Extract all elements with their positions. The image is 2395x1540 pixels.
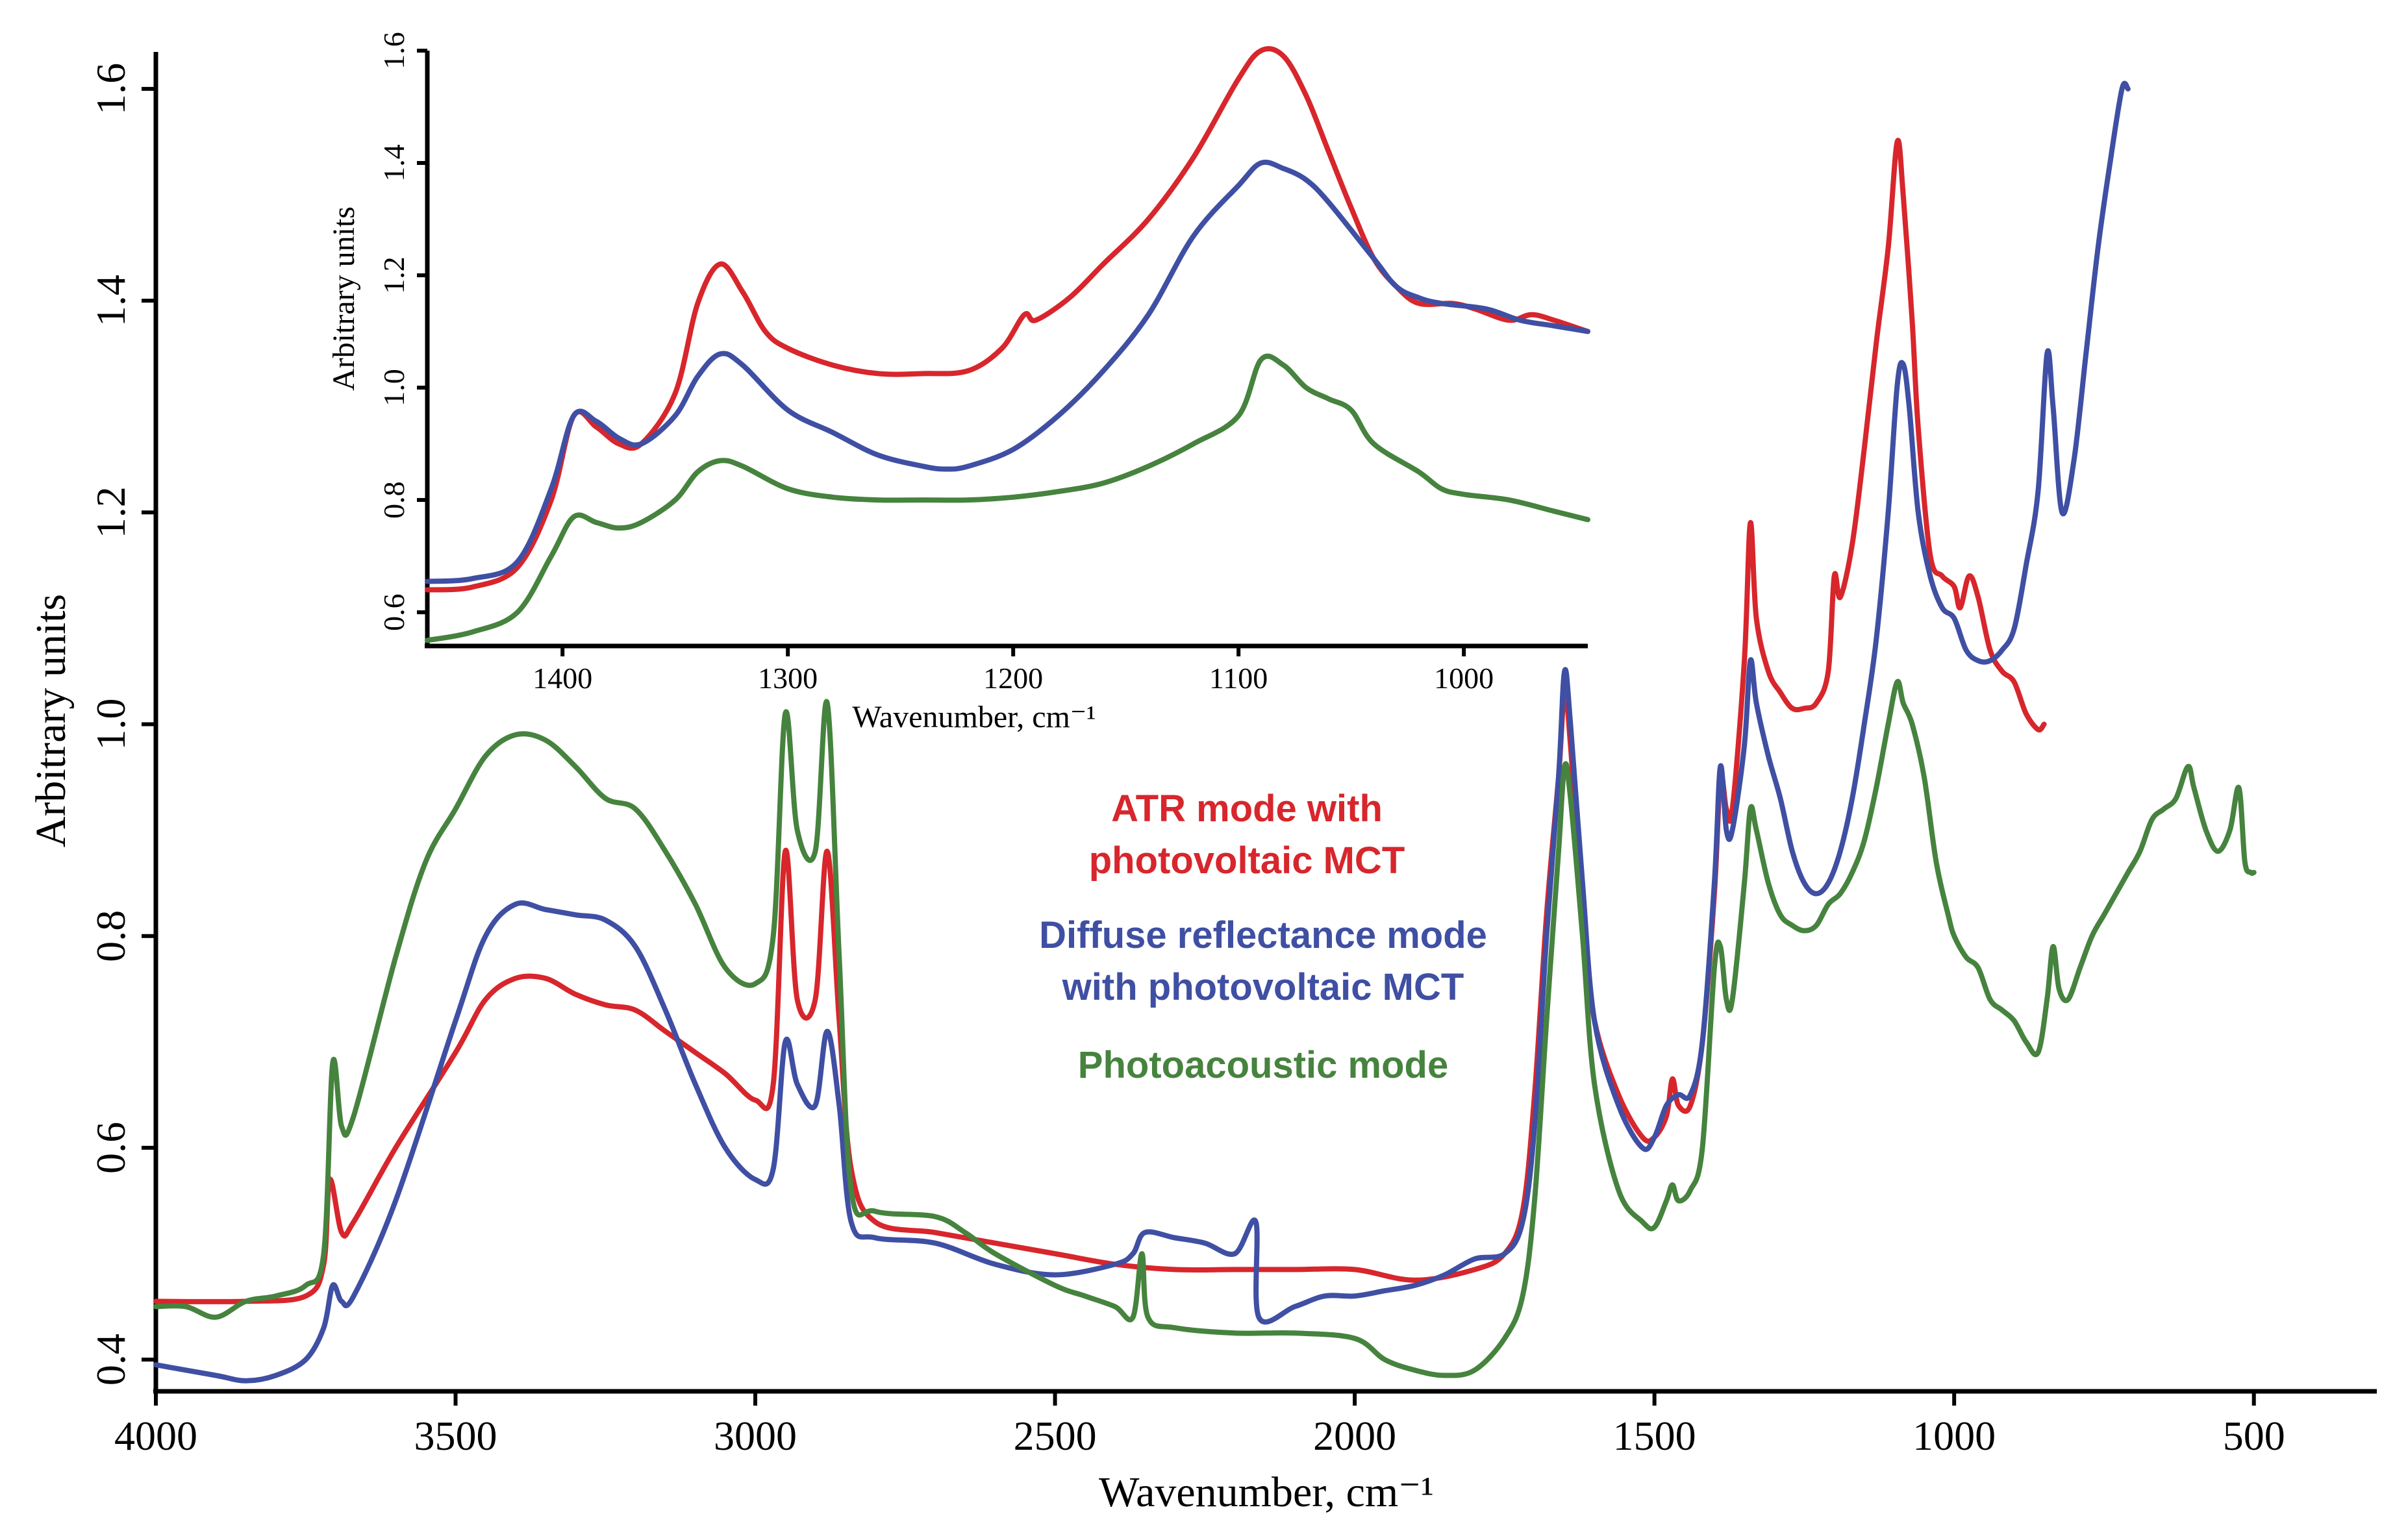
main-x-tick-label: 2500: [1014, 1413, 1097, 1459]
legend: ATR mode with photovoltaic MCT Diffuse r…: [1039, 788, 1487, 1086]
inset-y-tick-label: 1.6: [377, 32, 410, 69]
inset-x-tick-label: 1400: [533, 662, 592, 695]
main-y-axis-title: Arbitrary units: [27, 594, 75, 847]
main-y-tick-label: 1.2: [88, 486, 134, 538]
inset-series-group: [425, 46, 1590, 643]
main-x-tick-label: 500: [2223, 1413, 2285, 1459]
inset-y-tick-label: 0.8: [377, 481, 410, 519]
inset-series-diffuse-reflectance-mode-with-photovoltaic-mct: [425, 159, 1590, 584]
inset-series-photoacoustic-mode: [425, 353, 1590, 643]
main-series-group: [153, 81, 2257, 1384]
main-x-tick-label: 4000: [114, 1413, 197, 1459]
inset-x-tick-label: 1000: [1434, 662, 1494, 695]
inset-ticks: 1400 1300 1200 1100 1000 0.6 0.8 1.0 1.2 1.4 1.6: [377, 32, 1494, 695]
legend-atr-line1: ATR mode with: [1111, 788, 1383, 830]
main-axes: [153, 52, 2377, 1394]
main-x-tick-label: 3000: [714, 1413, 797, 1459]
main-y-tick-label: 0.6: [88, 1122, 134, 1174]
main-y-tick-label: 0.4: [88, 1334, 134, 1385]
main-y-tick-label: 1.0: [88, 699, 134, 751]
legend-photoacoustic: Photoacoustic mode: [1078, 1044, 1448, 1086]
main-x-tick-label: 1500: [1613, 1413, 1696, 1459]
inset-y-tick-label: 1.4: [377, 144, 410, 181]
main-y-tick-label: 1.6: [88, 63, 134, 115]
inset-x-axis-title: Wavenumber, cm⁻¹: [852, 700, 1096, 734]
main-y-tick-label: 0.8: [88, 910, 134, 962]
main-x-tick-label: 1000: [1912, 1413, 1996, 1459]
inset-y-tick-label: 0.6: [377, 593, 410, 631]
legend-diffuse-line1: Diffuse reflectance mode: [1039, 914, 1487, 956]
inset-y-axis-title: Arbitrary units: [327, 206, 361, 391]
main-series-photoacoustic-mode: [153, 678, 2257, 1378]
inset-x-tick-label: 1200: [983, 662, 1043, 695]
legend-atr-line2: photovoltaic MCT: [1089, 839, 1405, 882]
main-series-diffuse-reflectance-mode-with-photovoltaic-mct: [153, 81, 2131, 1384]
main-x-tick-label: 2000: [1313, 1413, 1396, 1459]
inset-x-tick-label: 1300: [758, 662, 818, 695]
inset-background: [425, 49, 1588, 649]
main-x-tick-label: 3500: [414, 1413, 497, 1459]
inset-chart: 1400 1300 1200 1100 1000 0.6 0.8 1.0 1.2 1.4 1.6 W…: [327, 32, 1590, 734]
main-ticks: 4000 3500 3000 2500 2000 1500 1000 500 0.4 0.6 0.8…: [88, 63, 2285, 1459]
inset-y-tick-label: 1.0: [377, 369, 410, 406]
main-y-tick-label: 1.4: [88, 275, 134, 327]
legend-diffuse-line2: with photovoltaic MCT: [1062, 966, 1464, 1008]
inset-x-tick-label: 1100: [1209, 662, 1268, 695]
main-x-axis-title: Wavenumber, cm⁻¹: [1099, 1469, 1434, 1516]
inset-y-tick-label: 1.2: [377, 256, 410, 294]
